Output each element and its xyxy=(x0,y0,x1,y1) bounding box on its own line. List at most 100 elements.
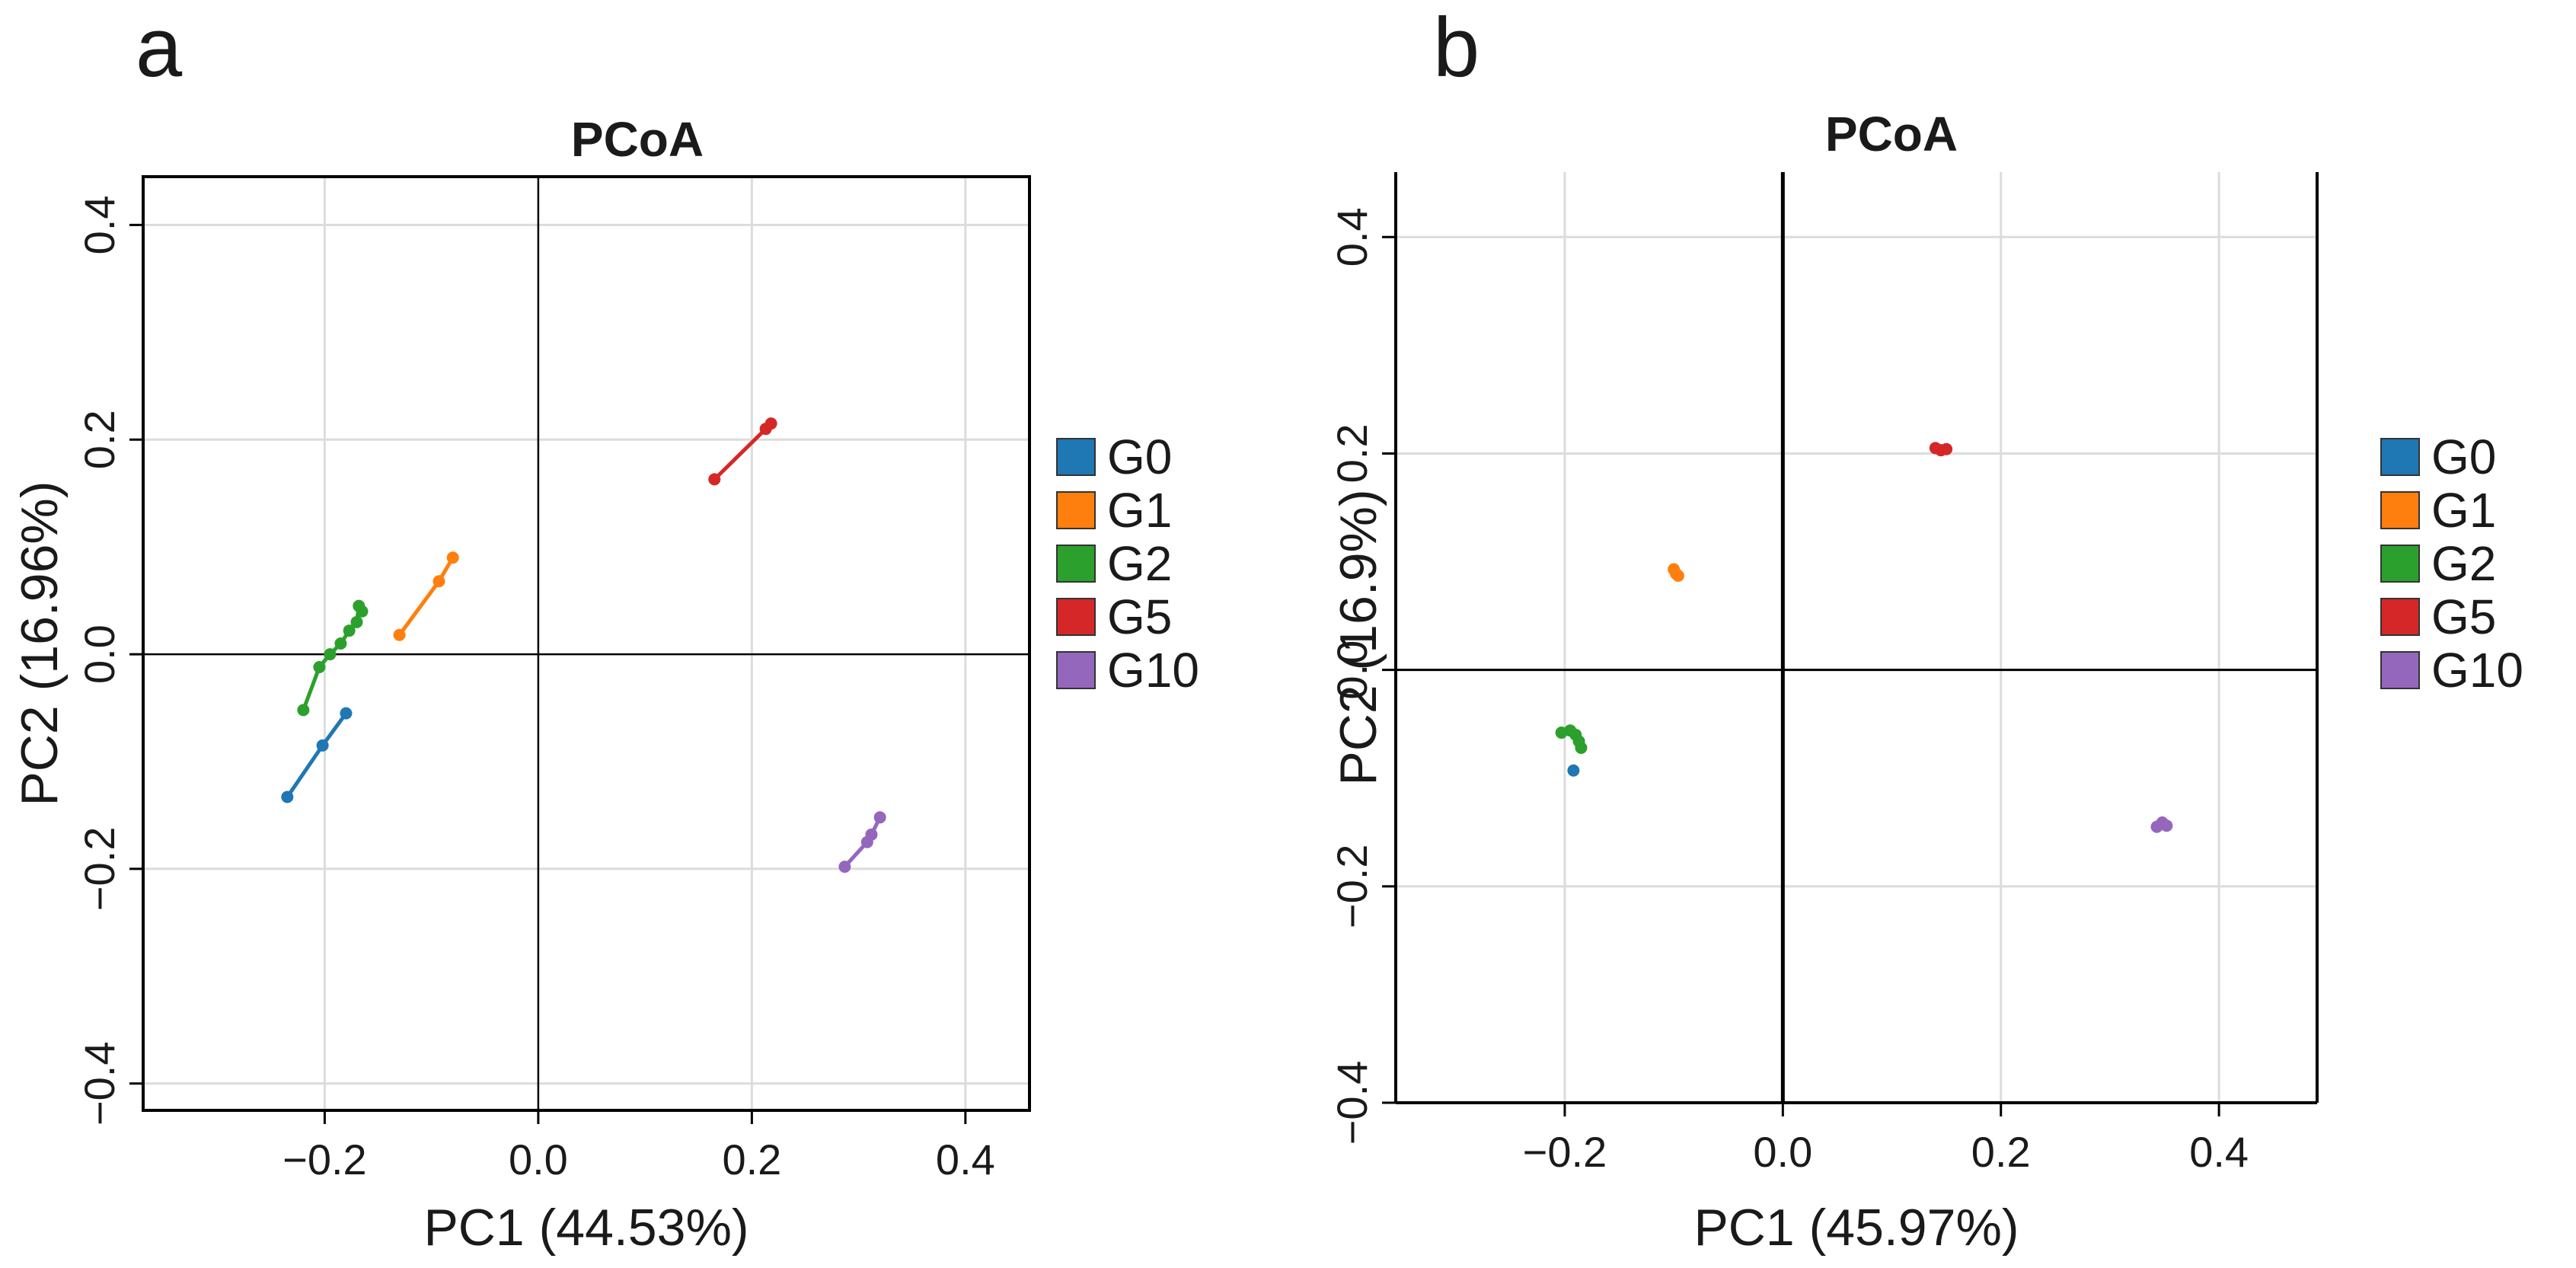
legend-label: G0 xyxy=(1107,430,1172,484)
data-point xyxy=(297,704,310,717)
legend-label: G10 xyxy=(2431,643,2523,698)
x-ticks-b: −0.2 0.0 0.2 0.4 xyxy=(1523,1103,2249,1176)
data-point xyxy=(281,791,294,803)
y-tick-label: −0.4 xyxy=(1328,1061,1376,1145)
data-point xyxy=(708,473,721,486)
x-ticks-a: −0.2 0.0 0.2 0.4 xyxy=(282,1110,995,1183)
data-point xyxy=(316,739,329,752)
legend-swatch xyxy=(2380,545,2420,583)
y-tick-label: −0.2 xyxy=(75,827,123,912)
series-G5 xyxy=(708,417,777,486)
data-point xyxy=(313,661,326,674)
legend-item: G0 xyxy=(2380,430,2496,484)
panel-b: b PCoA −0.2 0.0 0.2 0.4 −0.4 −0.2 0.0 0.2 0.4 P… xyxy=(1328,1,2523,1257)
data-point xyxy=(1575,741,1588,754)
data-point xyxy=(2160,819,2173,832)
series-G0 xyxy=(281,707,353,803)
y-ticks-a: −0.4 −0.2 0.0 0.2 0.4 xyxy=(75,195,143,1126)
series-G5 xyxy=(1929,442,1953,457)
data-point xyxy=(433,575,445,588)
data-point xyxy=(446,551,459,564)
legend-item: G10 xyxy=(2380,643,2523,698)
legend-swatch xyxy=(2380,598,2420,636)
series-G2 xyxy=(297,599,369,717)
data-point xyxy=(1567,764,1580,777)
legend-label: G2 xyxy=(1107,536,1172,591)
legend-swatch xyxy=(1056,651,1096,689)
series-G2 xyxy=(1555,724,1588,754)
grid-layer-a xyxy=(143,177,1029,1110)
series-G0 xyxy=(1567,764,1580,777)
data-point xyxy=(324,648,337,661)
legend-label: G5 xyxy=(1107,589,1172,644)
series-layer-b xyxy=(1555,442,2173,833)
zero-lines-b xyxy=(1396,172,2317,1103)
chart-title-b: PCoA xyxy=(1825,107,1958,161)
data-point xyxy=(334,637,347,650)
y-tick-label: 0.4 xyxy=(75,195,123,254)
legend-item: G5 xyxy=(2380,589,2496,644)
x-tick-label: 0.4 xyxy=(936,1135,995,1183)
y-tick-label: 0.0 xyxy=(1328,640,1376,700)
plot-frame-b xyxy=(1394,172,2319,1104)
legend-item: G10 xyxy=(1056,643,1199,698)
legend-swatch xyxy=(1056,491,1096,529)
data-point xyxy=(1940,442,1953,455)
y-tick-label: 0.0 xyxy=(75,624,123,684)
series-G1 xyxy=(393,551,459,641)
y-axis-label-a: PC2 (16.96%) xyxy=(11,481,69,806)
data-point xyxy=(343,624,356,637)
y-tick-label: 0.2 xyxy=(75,410,123,469)
series-G1 xyxy=(1668,563,1684,583)
legend-item: G0 xyxy=(1056,430,1172,484)
legend-swatch xyxy=(1056,545,1096,583)
panel-a: a PCoA −0.2 0.0 0.2 0.4 −0.4 −0.2 0.0 0.2 0.4 P… xyxy=(11,1,1199,1257)
x-axis-label-a: PC1 (44.53%) xyxy=(423,1199,749,1257)
y-ticks-b: −0.4 −0.2 0.0 0.2 0.4 xyxy=(1328,207,1396,1145)
panel-label-a: a xyxy=(136,1,183,94)
legend-item: G5 xyxy=(1056,589,1172,644)
legend-swatch xyxy=(2380,491,2420,529)
data-point xyxy=(393,628,406,641)
series-line-G0 xyxy=(286,712,348,798)
series-line-G1 xyxy=(397,556,455,637)
x-axis-label-b: PC1 (45.97%) xyxy=(1693,1199,2019,1257)
grid-layer-b xyxy=(1396,172,2317,1104)
data-point xyxy=(865,828,878,841)
legend-label: G1 xyxy=(1107,483,1172,538)
series-layer-a xyxy=(281,417,886,874)
legend-swatch xyxy=(1056,598,1096,636)
data-point xyxy=(350,615,363,628)
x-tick-label: 0.0 xyxy=(509,1135,568,1183)
data-point xyxy=(873,811,886,824)
y-axis-label-b: PC2 (16.9%) xyxy=(1329,489,1387,785)
legend-swatch xyxy=(2380,651,2420,689)
zero-lines-a xyxy=(143,177,1029,1110)
legend-label: G2 xyxy=(2431,536,2496,591)
x-tick-label: 0.4 xyxy=(2189,1128,2249,1176)
legend-item: G1 xyxy=(1056,483,1172,538)
legend-item: G2 xyxy=(2380,536,2496,591)
legend-item: G2 xyxy=(1056,536,1172,591)
series-G10 xyxy=(2150,816,2173,833)
x-tick-label: −0.2 xyxy=(1523,1128,1607,1176)
data-point xyxy=(356,605,369,618)
data-point xyxy=(340,707,353,720)
y-tick-label: −0.4 xyxy=(75,1041,123,1126)
panel-label-b: b xyxy=(1433,1,1480,94)
legend-label: G1 xyxy=(2431,483,2496,538)
legend-label: G10 xyxy=(1107,643,1199,698)
y-tick-label: 0.2 xyxy=(1328,424,1376,484)
legend-label: G0 xyxy=(2431,430,2496,484)
x-tick-label: 0.2 xyxy=(1971,1128,2031,1176)
x-tick-label: 0.0 xyxy=(1753,1128,1812,1176)
series-G10 xyxy=(838,811,886,874)
y-tick-label: 0.4 xyxy=(1328,207,1376,267)
x-tick-label: 0.2 xyxy=(722,1135,781,1183)
legend-label: G5 xyxy=(2431,589,2496,644)
plot-frame-a xyxy=(142,175,1031,1112)
legend-swatch xyxy=(1056,438,1096,476)
x-tick-label: −0.2 xyxy=(282,1135,367,1183)
